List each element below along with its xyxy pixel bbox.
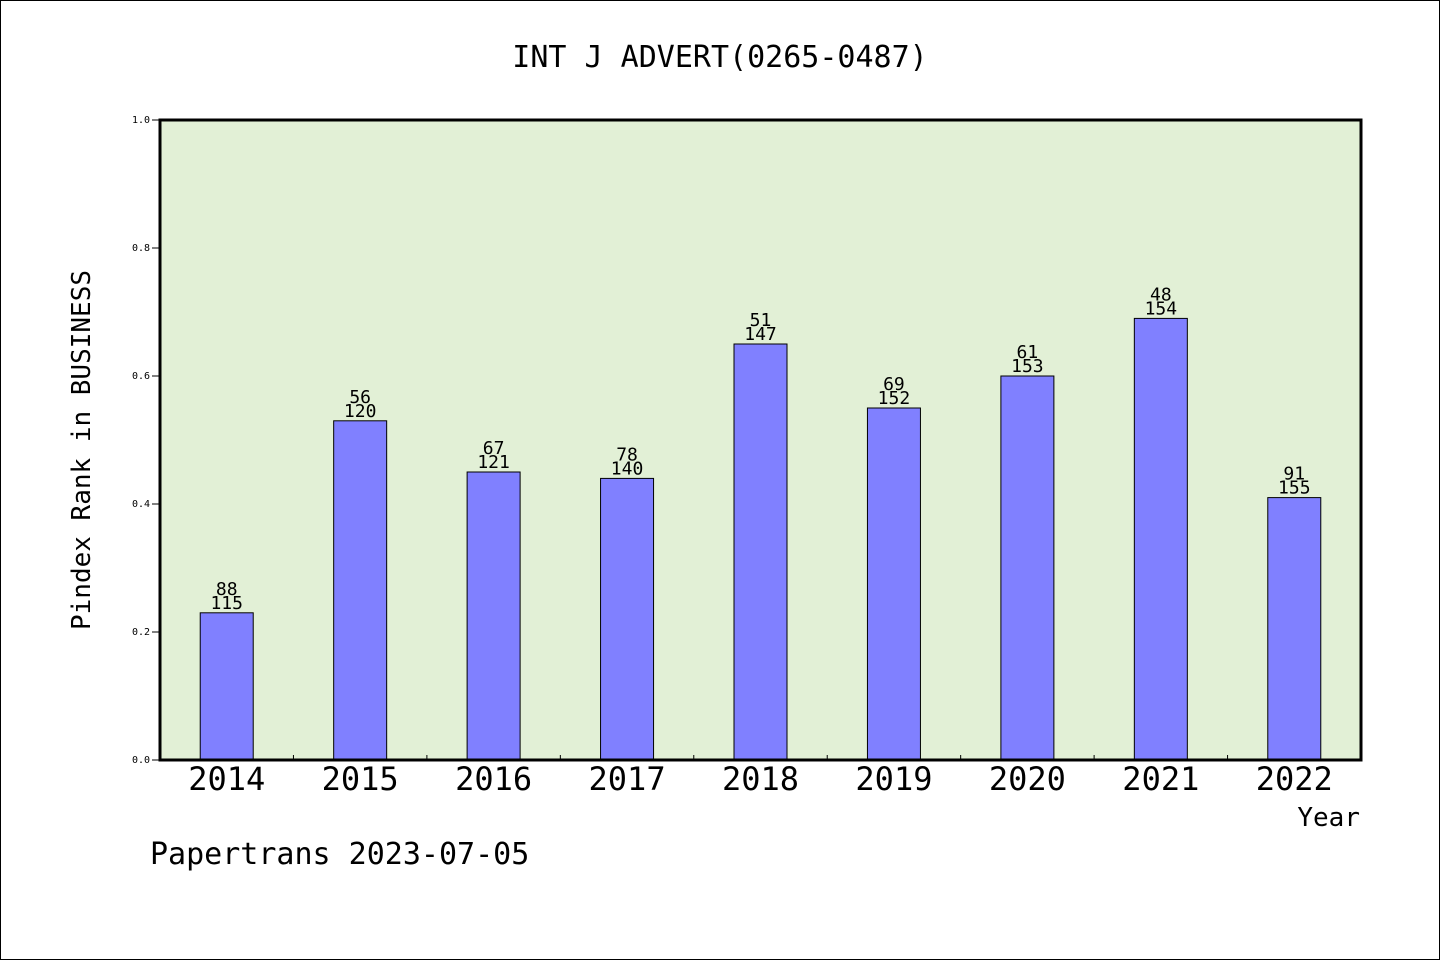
x-tick-label: 2015 bbox=[322, 760, 399, 798]
x-tick-label: 2019 bbox=[855, 760, 932, 798]
bar-2015 bbox=[333, 420, 388, 761]
bar-label-top: 48 bbox=[1150, 284, 1172, 305]
bar-label-top: 61 bbox=[1017, 342, 1039, 363]
x-tick-label: 2016 bbox=[455, 760, 532, 798]
y-tick-label: 1.0 bbox=[132, 115, 150, 126]
bar-label-top: 56 bbox=[349, 387, 371, 408]
y-tick-label: 0.8 bbox=[132, 243, 150, 254]
bar-label-bottom: 121 bbox=[477, 452, 510, 473]
x-tick-label: 2021 bbox=[1122, 760, 1199, 798]
bar-label-top: 91 bbox=[1283, 464, 1305, 485]
y-tick-label: 0.6 bbox=[132, 371, 150, 382]
x-axis-ticks: 2014 2015 2016 2017 2018 2019 2020 2021 2022 bbox=[188, 755, 1333, 798]
bar-label-top: 69 bbox=[883, 374, 905, 395]
chart-title: INT J ADVERT(0265-0487) bbox=[512, 40, 927, 75]
y-axis-label: Pindex Rank in BUSINESS bbox=[67, 270, 97, 630]
bar-2018 bbox=[733, 343, 788, 761]
y-tick-label: 0.0 bbox=[132, 755, 150, 766]
x-tick-label: 2017 bbox=[589, 760, 666, 798]
bar-label-top: 51 bbox=[750, 310, 772, 331]
footer-credit: Papertrans 2023-07-05 bbox=[150, 837, 529, 872]
bars bbox=[199, 317, 1322, 761]
bar-label-bottom: 155 bbox=[1278, 478, 1311, 499]
bar-label-bottom: 115 bbox=[210, 593, 243, 614]
x-tick-label: 2018 bbox=[722, 760, 799, 798]
x-axis-label: Year bbox=[1297, 803, 1360, 833]
bar-2022 bbox=[1267, 497, 1322, 761]
bar-label-bottom: 153 bbox=[1011, 356, 1044, 377]
bar-2019 bbox=[866, 407, 921, 761]
bar-2021 bbox=[1133, 317, 1188, 761]
bar-label-bottom: 120 bbox=[344, 401, 377, 422]
bar-2020 bbox=[1000, 375, 1055, 761]
bar-label-bottom: 140 bbox=[611, 458, 644, 479]
y-tick-label: 0.4 bbox=[132, 499, 150, 510]
x-tick-label: 2014 bbox=[188, 760, 265, 798]
bar-label-bottom: 147 bbox=[744, 324, 777, 345]
x-tick-label: 2020 bbox=[989, 760, 1066, 798]
bar-2016 bbox=[466, 471, 521, 761]
bar-2017 bbox=[600, 477, 655, 761]
y-tick-label: 0.2 bbox=[132, 627, 150, 638]
bar-label-bottom: 154 bbox=[1145, 298, 1178, 319]
bar-label-top: 88 bbox=[216, 579, 238, 600]
x-tick-label: 2022 bbox=[1256, 760, 1333, 798]
bar-label-bottom: 152 bbox=[878, 388, 911, 409]
bar-label-top: 67 bbox=[483, 438, 505, 459]
bar-label-top: 78 bbox=[616, 444, 638, 465]
bar-2014 bbox=[199, 612, 254, 761]
plot-border bbox=[158, 118, 1363, 762]
y-axis-ticks: 0.0 0.2 0.4 0.6 0.8 1.0 bbox=[132, 115, 160, 766]
